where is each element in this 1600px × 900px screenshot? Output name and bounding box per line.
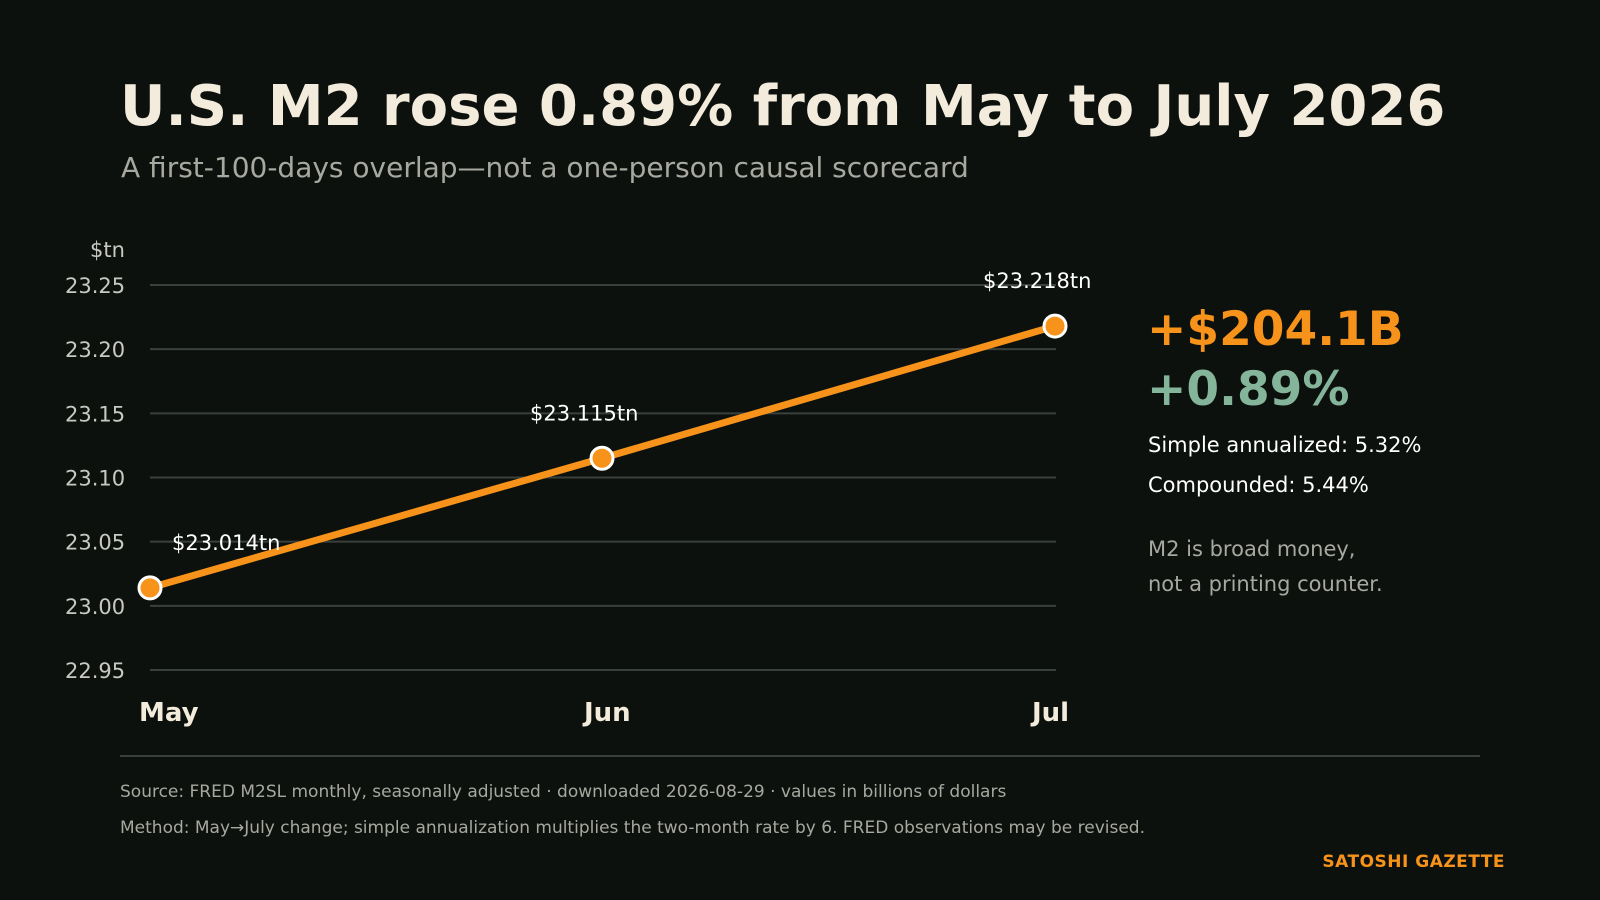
simple-annualized-stat: Simple annualized: 5.32%	[1148, 433, 1421, 457]
brand-logo: SATOSHI GAZETTE	[1322, 852, 1505, 872]
x-axis-ticks: May Jun Jul	[139, 698, 1069, 728]
gridlines	[150, 284, 1056, 671]
data-labels: $23.014tn $23.115tn $23.218tn	[172, 269, 1091, 555]
y-tick-label: 23.10	[65, 467, 125, 491]
y-axis-ticks: 23.25 23.20 23.15 23.10 23.05 23.00 22.95	[65, 274, 125, 683]
m2-series	[137, 313, 1068, 601]
compounded-stat: Compounded: 5.44%	[1148, 473, 1369, 497]
y-tick-label: 23.20	[65, 338, 125, 362]
data-point	[1042, 313, 1068, 339]
y-tick-label: 23.05	[65, 531, 125, 555]
y-axis-unit-label: $tn	[90, 238, 125, 262]
note-line-1: M2 is broad money,	[1148, 537, 1355, 561]
data-label: $23.115tn	[530, 401, 638, 425]
y-tick-label: 23.25	[65, 274, 125, 298]
source-note: Source: FRED M2SL monthly, seasonally ad…	[120, 782, 1006, 802]
y-tick-label: 22.95	[65, 659, 125, 683]
x-tick-label: May	[139, 698, 199, 728]
x-tick-label: Jun	[582, 698, 631, 728]
method-note: Method: May→July change; simple annualiz…	[120, 818, 1145, 838]
y-tick-label: 23.15	[65, 402, 125, 426]
data-label: $23.218tn	[983, 269, 1091, 293]
x-tick-label: Jul	[1030, 698, 1069, 728]
note-line-2: not a printing counter.	[1148, 572, 1383, 596]
data-label: $23.014tn	[172, 531, 280, 555]
page-subtitle: A first-100-days overlap—not a one-perso…	[121, 151, 969, 184]
page-title: U.S. M2 rose 0.89% from May to July 2026	[120, 74, 1445, 139]
change-absolute: +$204.1B	[1147, 302, 1404, 357]
data-point	[137, 575, 163, 601]
change-percent: +0.89%	[1147, 362, 1349, 417]
y-tick-label: 23.00	[65, 595, 125, 619]
data-point	[589, 445, 615, 471]
